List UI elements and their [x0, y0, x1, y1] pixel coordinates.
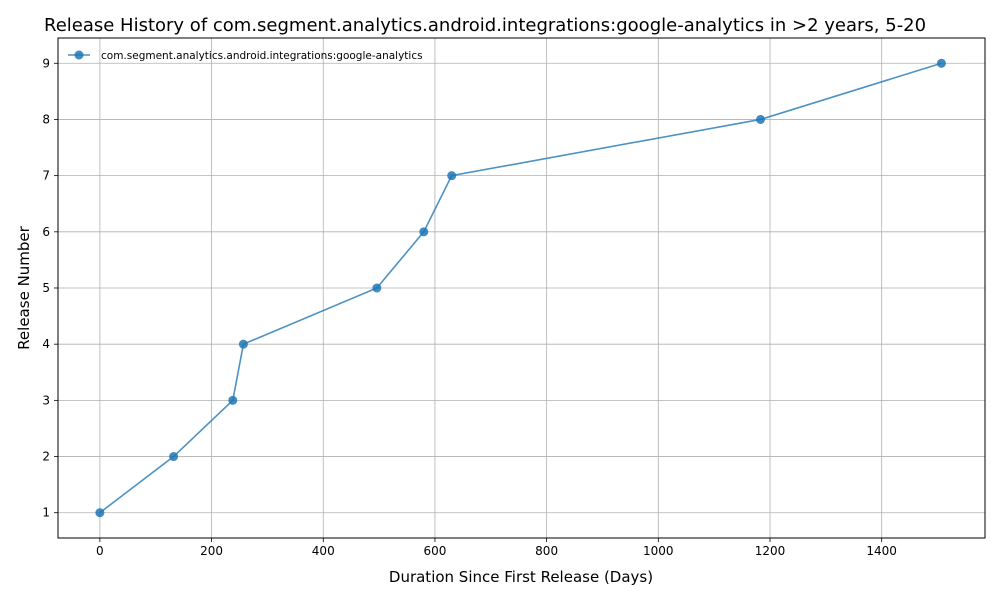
- data-point: [756, 114, 766, 124]
- x-axis-label: Duration Since First Release (Days): [389, 568, 653, 586]
- x-tick-label: 800: [535, 544, 558, 558]
- grid: [58, 38, 985, 538]
- y-tick-label: 2: [42, 450, 50, 464]
- x-axis-ticks: 0 200 400 600 800 1000 1200 1400: [96, 538, 897, 558]
- y-tick-label: 1: [42, 506, 50, 520]
- data-point: [169, 452, 179, 462]
- x-tick-label: 600: [423, 544, 446, 558]
- x-tick-label: 1400: [866, 544, 897, 558]
- legend-label: com.segment.analytics.android.integratio…: [101, 50, 423, 62]
- x-tick-label: 1200: [755, 544, 786, 558]
- data-point: [936, 58, 946, 68]
- x-tick-label: 0: [96, 544, 104, 558]
- x-tick-label: 1000: [643, 544, 674, 558]
- y-tick-label: 8: [42, 112, 50, 126]
- data-point: [228, 395, 238, 405]
- x-tick-label: 400: [312, 544, 335, 558]
- y-tick-label: 6: [42, 225, 50, 239]
- y-tick-label: 3: [42, 393, 50, 407]
- y-tick-label: 4: [42, 337, 50, 351]
- y-tick-label: 9: [42, 56, 50, 70]
- data-point: [372, 283, 382, 293]
- data-point: [419, 227, 429, 237]
- y-tick-label: 5: [42, 281, 50, 295]
- y-axis-ticks: 1 2 3 4 5 6 7 8 9: [42, 56, 58, 520]
- data-point: [238, 339, 248, 349]
- x-tick-label: 200: [200, 544, 223, 558]
- legend-marker: [74, 50, 84, 60]
- legend: com.segment.analytics.android.integratio…: [68, 50, 423, 62]
- y-axis-label: Release Number: [15, 225, 33, 349]
- y-tick-label: 7: [42, 169, 50, 183]
- chart-title: Release History of com.segment.analytics…: [44, 15, 926, 36]
- series-layer: [95, 58, 946, 518]
- data-point: [95, 508, 105, 518]
- data-point: [447, 171, 457, 181]
